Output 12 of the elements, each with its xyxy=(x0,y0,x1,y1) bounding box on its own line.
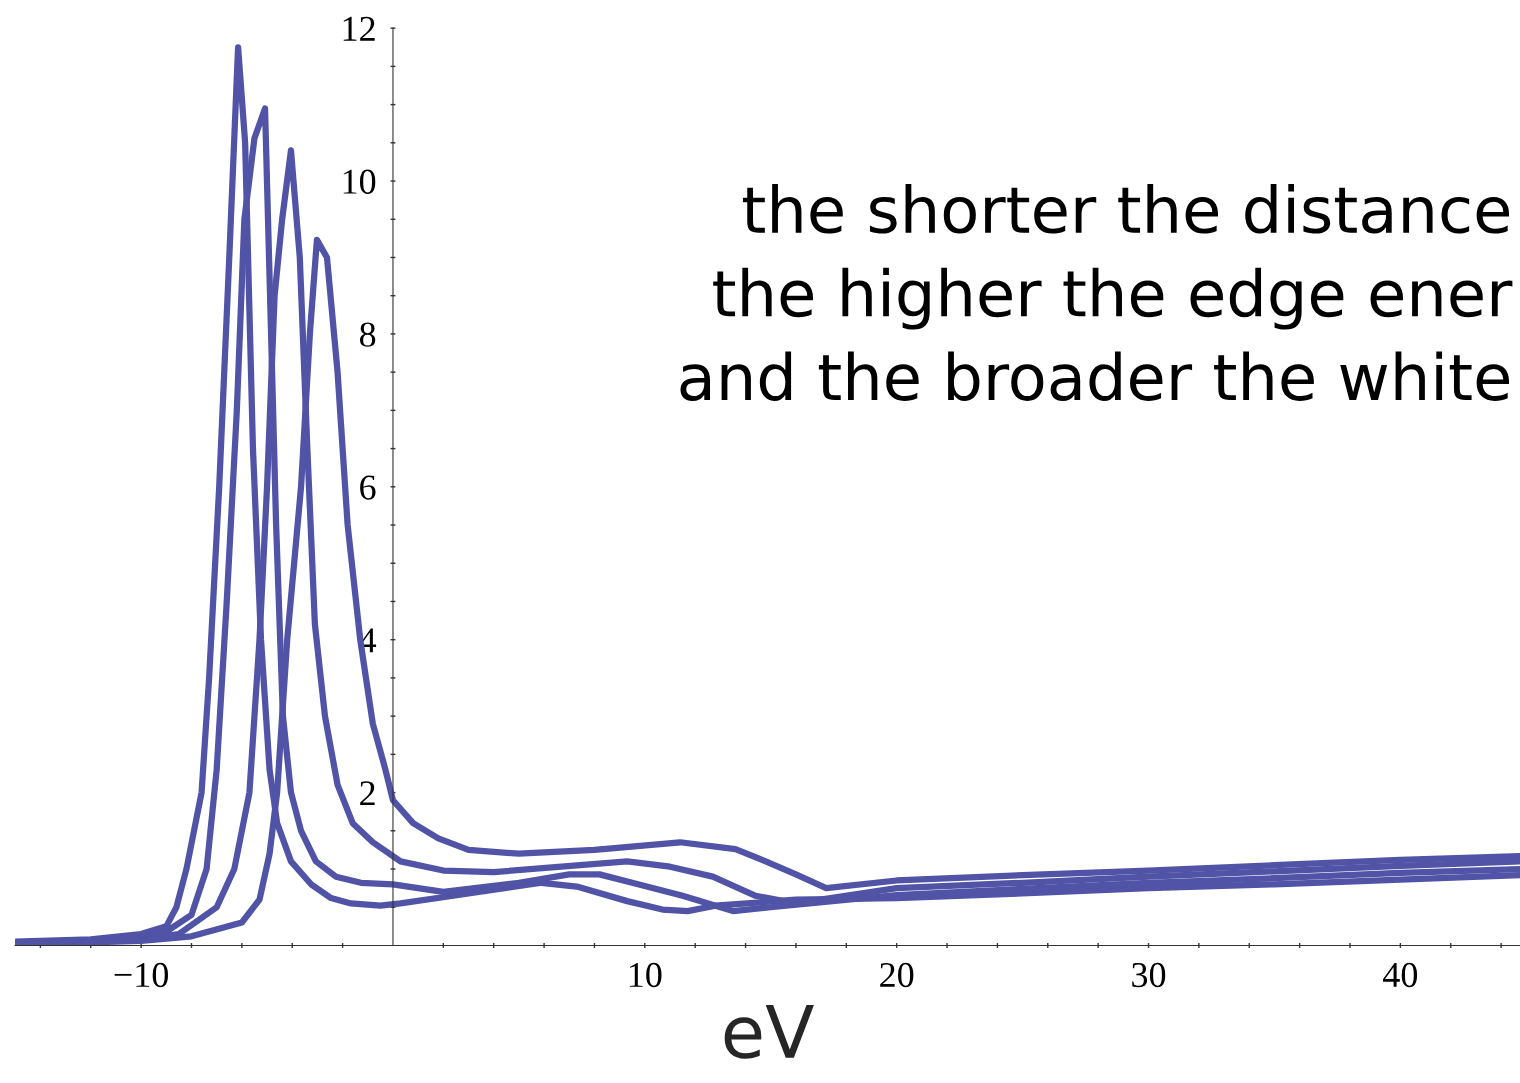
y-tick-label: 2 xyxy=(360,781,375,806)
x-tick-label: 20 xyxy=(880,962,914,988)
x-tick-label: 30 xyxy=(1132,962,1166,988)
annotation: the shorter the distance the higher the edge ener and the broader the white xyxy=(680,184,1513,401)
x-tick-label: −10 xyxy=(114,962,168,988)
y-tick-label: 10 xyxy=(343,169,376,194)
y-tick-label: 6 xyxy=(360,475,376,500)
y-tick-label: 8 xyxy=(359,322,376,347)
x-tick-label: 40 xyxy=(1383,962,1418,988)
x-tick-label: 10 xyxy=(629,962,662,988)
x-axis-title: eV xyxy=(724,1005,814,1059)
y-tick-label: 12 xyxy=(343,16,375,41)
